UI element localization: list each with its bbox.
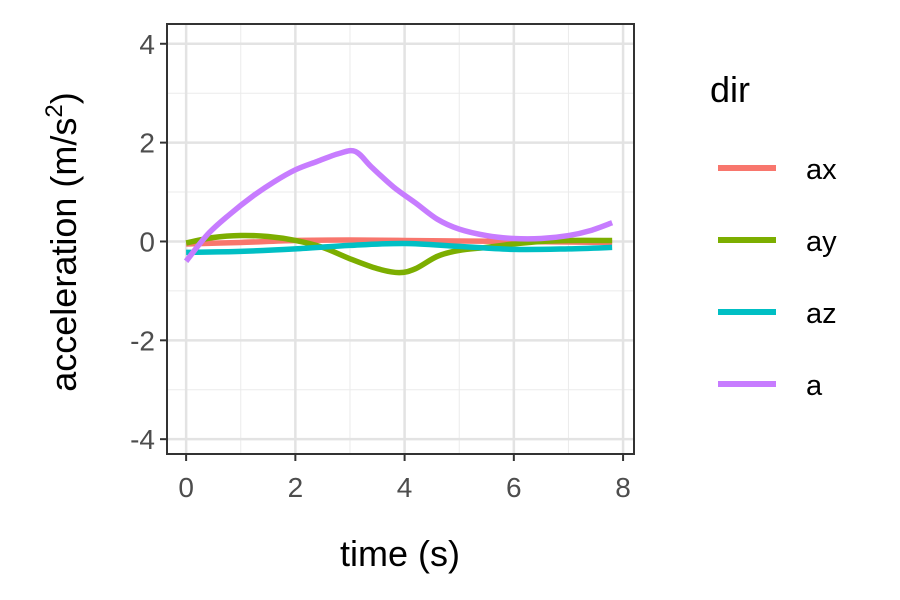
y-tick-label: 0 xyxy=(139,226,155,257)
series-line-az xyxy=(186,240,613,256)
panel-border xyxy=(166,23,635,455)
x-tick-label: 8 xyxy=(615,472,631,503)
x-tick-label: 6 xyxy=(506,472,522,503)
y-axis-title: acceleration (m/s2) xyxy=(41,92,84,391)
x-tick-label: 2 xyxy=(288,472,304,503)
y-axis-title-main: acceleration (m/s xyxy=(43,118,84,392)
plot-panel xyxy=(166,23,635,455)
x-tick-label: 0 xyxy=(178,472,194,503)
x-axis-title: time (s) xyxy=(340,533,460,574)
legend-label-ay: ay xyxy=(806,226,837,258)
y-axis-title-superscript: 2 xyxy=(41,104,68,117)
series-lines xyxy=(183,147,614,276)
legend-label-az: az xyxy=(806,298,837,330)
legend-label-a: a xyxy=(806,370,823,402)
y-tick-label: -4 xyxy=(130,424,155,455)
legend-label-ax: ax xyxy=(806,154,837,186)
series-line-ay xyxy=(185,232,613,276)
y-tick-label: -2 xyxy=(130,325,155,356)
legend: dir ax ay az a xyxy=(710,69,837,402)
y-tick-label: 4 xyxy=(139,29,155,60)
legend-title: dir xyxy=(710,69,750,110)
y-axis: -4 -2 0 2 4 xyxy=(130,29,167,455)
y-tick-label: 2 xyxy=(139,128,155,159)
series-line-a xyxy=(183,147,614,263)
x-axis: 0 2 4 6 8 xyxy=(178,454,631,503)
x-tick-label: 4 xyxy=(397,472,413,503)
y-axis-title-close: ) xyxy=(43,92,84,104)
